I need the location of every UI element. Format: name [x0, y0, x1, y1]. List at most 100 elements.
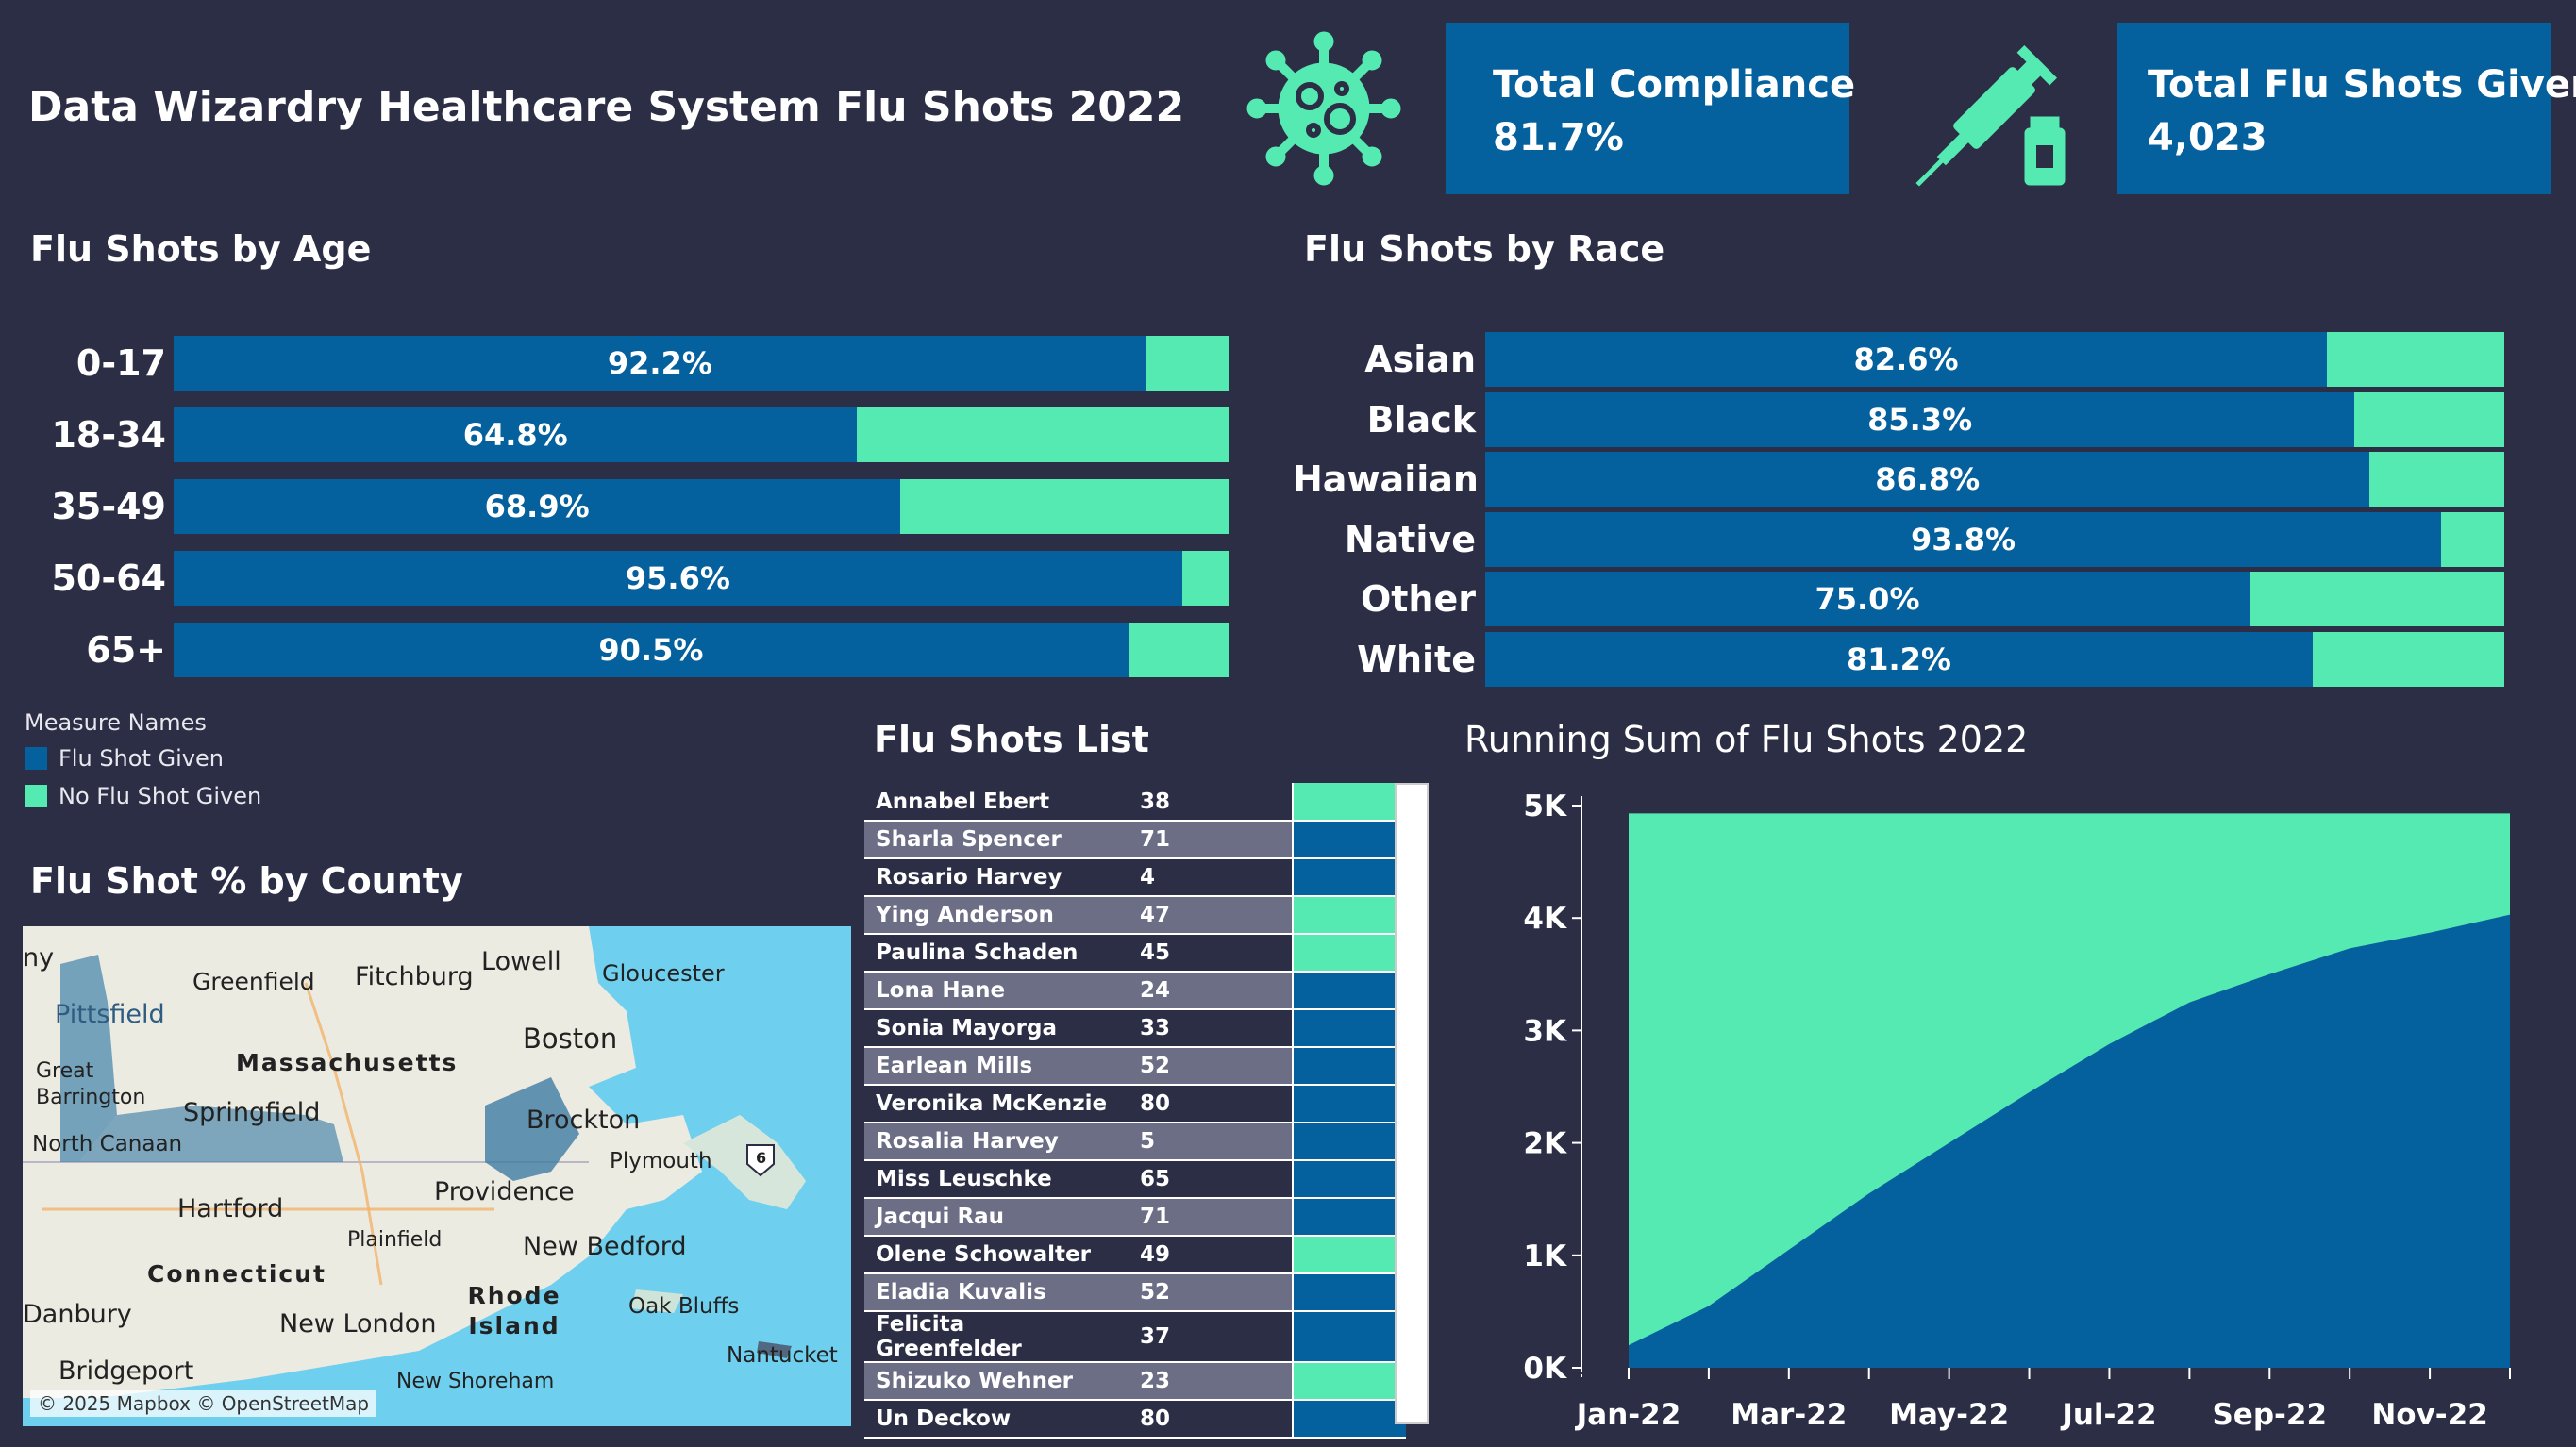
race-bar-given-0[interactable] [1485, 332, 2328, 387]
age-bar-row-0[interactable] [174, 336, 1229, 391]
race-bar-row-5[interactable] [1485, 631, 2504, 687]
list-row[interactable]: Olene Schowalter 49 [864, 1236, 1406, 1274]
list-cell-status [1292, 1273, 1406, 1312]
legend-label-given: Flu Shot Given [59, 745, 224, 772]
list-row[interactable]: Eladia Kuvalis 52 [864, 1273, 1406, 1312]
syringe-icon [1915, 44, 2066, 187]
list-cell-status [1292, 1160, 1406, 1199]
area-point-given[interactable] [2344, 942, 2355, 954]
race-bar-given-2[interactable] [1485, 452, 2370, 507]
area-point-given[interactable] [1944, 1138, 1955, 1149]
flu-shots-list[interactable]: Annabel Ebert 38 Sharla Spencer 71 Rosario H… [864, 783, 1406, 1439]
race-bar-given-4[interactable] [1485, 572, 2250, 626]
list-cell-status [1292, 1236, 1406, 1274]
area-point-given[interactable] [2024, 1087, 2035, 1098]
map-county-hampden[interactable] [79, 1106, 343, 1162]
map-county-berkshire[interactable] [60, 955, 117, 1162]
race-bar-not-given-0[interactable] [2327, 332, 2504, 387]
race-bar-not-given-1[interactable] [2354, 391, 2504, 447]
race-bar-row-2[interactable] [1485, 452, 2504, 507]
area-point-given[interactable] [2504, 909, 2516, 921]
map-county-barnstable[interactable] [683, 1115, 806, 1209]
area-point-given[interactable] [2264, 969, 2275, 980]
area-point-given[interactable] [1703, 1300, 1715, 1311]
race-bar-not-given-5[interactable] [2312, 631, 2504, 687]
age-bar-not-given-3[interactable] [1181, 551, 1229, 606]
kpi-total-label: Total Flu Shots Given [2148, 63, 2576, 107]
legend-item-given[interactable]: Flu Shot Given [25, 745, 261, 772]
county-map[interactable]: ny Greenfield Fitchburg Lowell Glouceste… [23, 926, 851, 1426]
age-bar-given-4[interactable] [174, 623, 1129, 677]
map-county-plymouth[interactable] [485, 1077, 579, 1181]
list-cell-status [1292, 858, 1406, 897]
age-bar-row-1[interactable] [174, 407, 1229, 462]
race-bar-given-5[interactable] [1485, 631, 2313, 687]
y-tick-label: 3K [1523, 1014, 1567, 1048]
list-row[interactable]: Ying Anderson 47 [864, 896, 1406, 935]
area-series-given[interactable] [1629, 914, 2510, 1368]
race-bar-row-1[interactable] [1485, 391, 2504, 447]
list-row[interactable]: Rosario Harvey 4 [864, 858, 1406, 897]
list-cell-age: 47 [1129, 896, 1293, 935]
race-label-3: Native [1344, 518, 1476, 560]
race-bar-given-3[interactable] [1485, 511, 2442, 567]
list-row[interactable]: Rosalia Harvey 5 [864, 1123, 1406, 1161]
race-bar-pct-5: 81.2% [1846, 640, 1951, 677]
legend-swatch-given [25, 747, 47, 770]
legend: Measure Names Flu Shot Given No Flu Shot… [25, 709, 261, 809]
area-point-given[interactable] [1623, 1339, 1634, 1351]
list-row[interactable]: Sharla Spencer 71 [864, 821, 1406, 859]
age-bar-not-given-2[interactable] [900, 479, 1229, 534]
area-point-given[interactable] [1783, 1244, 1795, 1256]
area-point-given[interactable] [2183, 997, 2195, 1008]
age-bar-not-given-4[interactable] [1128, 623, 1229, 677]
area-point-given[interactable] [2424, 927, 2435, 939]
area-point-given[interactable] [1864, 1188, 1875, 1199]
list-cell-age: 45 [1129, 934, 1293, 973]
map-basemap [23, 926, 806, 1398]
age-bar-given-0[interactable] [174, 336, 1146, 391]
race-bar-row-3[interactable] [1485, 511, 2504, 567]
list-scrollbar[interactable] [1395, 783, 1429, 1424]
race-bar-pct-3: 93.8% [1911, 521, 2016, 557]
map-label-massachusetts: Massachusetts [236, 1049, 459, 1076]
age-bar-not-given-1[interactable] [857, 407, 1229, 462]
list-row[interactable]: Miss Leuschke 65 [864, 1160, 1406, 1199]
race-bar-not-given-4[interactable] [2250, 572, 2504, 626]
list-cell-age: 80 [1129, 1400, 1293, 1439]
map-attribution[interactable]: © 2025 Mapbox © OpenStreetMap [30, 1390, 377, 1417]
age-bar-row-2[interactable] [174, 479, 1229, 534]
list-row[interactable]: Lona Hane 24 [864, 972, 1406, 1010]
race-bar-not-given-2[interactable] [2369, 452, 2504, 507]
list-row[interactable]: Un Deckow 80 [864, 1400, 1406, 1439]
age-bar-row-4[interactable] [174, 623, 1229, 677]
age-bar-given-3[interactable] [174, 551, 1182, 606]
list-row[interactable]: Shizuko Wehner 23 [864, 1362, 1406, 1401]
map-label-rhode-island: Rhode Island [467, 1282, 561, 1339]
map-county-nantucket[interactable] [757, 1341, 792, 1358]
age-bar-given-2[interactable] [174, 479, 901, 534]
list-row[interactable]: Veronika McKenzie 80 [864, 1085, 1406, 1123]
list-row[interactable]: Jacqui Rau 71 [864, 1198, 1406, 1237]
race-bar-given-1[interactable] [1485, 391, 2355, 447]
race-bar-row-4[interactable] [1485, 572, 2504, 626]
running-sum-chart[interactable]: 0K 1K 2K 3K 4K 5K Jan-22 Mar-22 May-22 Jul-22 Sep-… [1472, 773, 2548, 1434]
legend-title: Measure Names [25, 709, 207, 736]
map-label-springfield: Springfield [183, 1098, 321, 1127]
list-row[interactable]: Felicita Greenfelder 37 [864, 1311, 1406, 1363]
list-cell-age: 38 [1129, 783, 1293, 822]
map-label-hartford: Hartford [177, 1194, 284, 1223]
map-county-dukes[interactable] [631, 1289, 683, 1313]
age-bar-row-3[interactable] [174, 551, 1229, 606]
list-row[interactable]: Annabel Ebert 38 [864, 783, 1406, 822]
kpi-total-flu-shots: Total Flu Shots Given 4,023 [2117, 23, 2576, 194]
age-bar-given-1[interactable] [174, 407, 858, 462]
area-point-given[interactable] [2103, 1039, 2115, 1050]
list-row[interactable]: Sonia Mayorga 33 [864, 1009, 1406, 1048]
race-bar-not-given-3[interactable] [2441, 511, 2504, 567]
list-row[interactable]: Paulina Schaden 45 [864, 934, 1406, 973]
legend-item-not-given[interactable]: No Flu Shot Given [25, 783, 261, 809]
age-bar-not-given-0[interactable] [1146, 336, 1229, 391]
race-bar-row-0[interactable] [1485, 332, 2504, 387]
list-row[interactable]: Earlean Mills 52 [864, 1047, 1406, 1086]
